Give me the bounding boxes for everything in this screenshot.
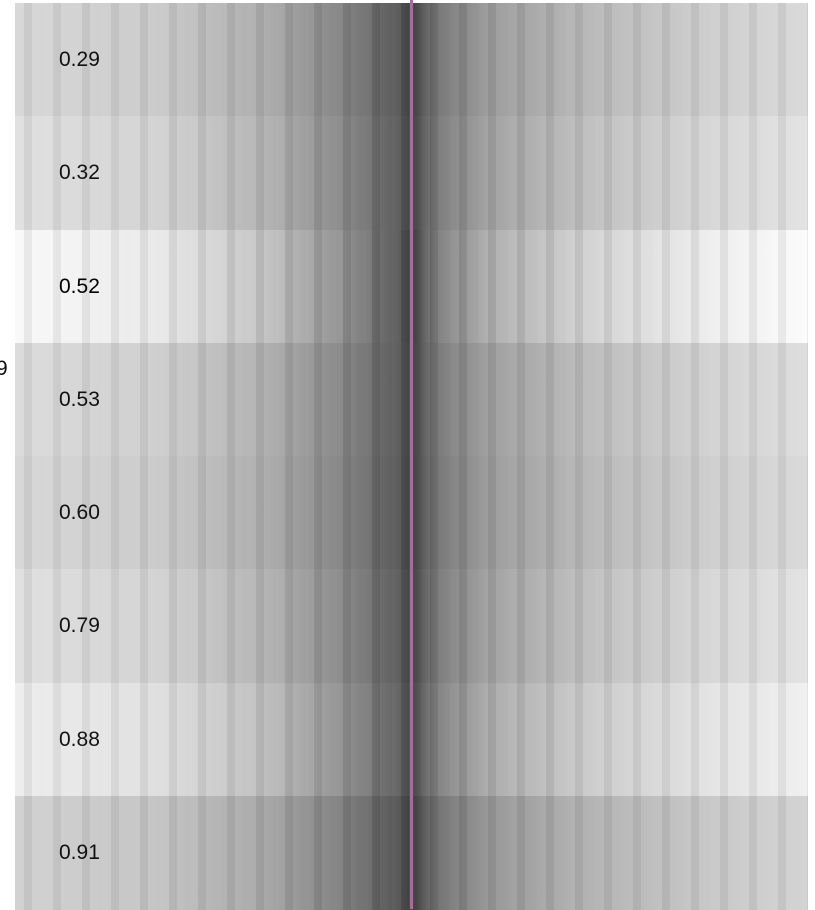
page: 0.290.320.520.530.600.790.880.91 9 (() =… [0,0,815,909]
edge-text: 9 [0,357,8,381]
strip-label: 0.53 [59,388,100,412]
marker-line [410,0,413,909]
strip-label: 0.88 [59,728,100,752]
strip-label: 0.79 [59,614,100,638]
strip-label: 0.52 [59,275,100,299]
strip-label: 0.60 [59,501,100,525]
strip-label: 0.91 [59,841,100,865]
strip-label: 0.32 [59,161,100,185]
strip-label: 0.29 [59,48,100,72]
